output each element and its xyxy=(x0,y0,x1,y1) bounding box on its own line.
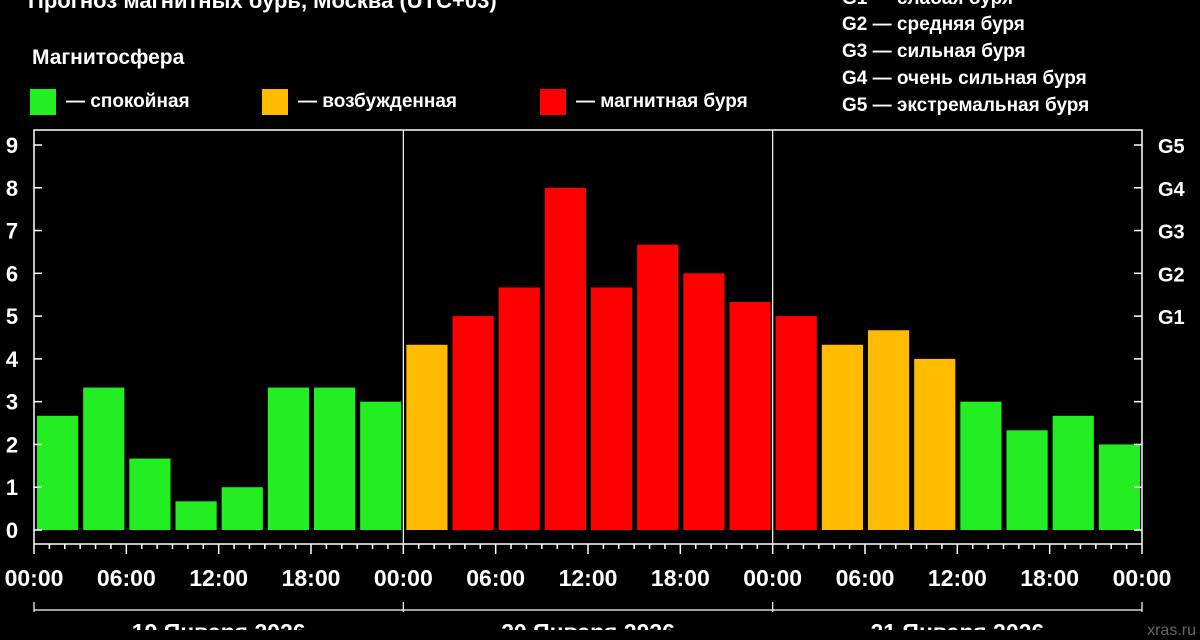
bar xyxy=(868,330,910,530)
x-tick-label: 00:00 xyxy=(743,565,802,591)
chart-subtitle: Магнитосфера xyxy=(32,46,185,69)
day-label: 19 Января 2026 xyxy=(132,619,306,630)
bar xyxy=(1052,415,1094,530)
legend-storm-label: — магнитная буря xyxy=(576,91,748,112)
x-tick-label: 00:00 xyxy=(1113,565,1172,591)
bar xyxy=(544,187,586,530)
bar xyxy=(267,387,309,530)
g-tick-label: G3 xyxy=(1158,222,1185,244)
x-tick-label: 00:00 xyxy=(5,565,64,591)
g-legend-g2: G2 — средняя буря xyxy=(842,14,1025,35)
legend-excited-swatch xyxy=(262,89,288,115)
bar xyxy=(1098,444,1140,530)
legend-calm: — спокойная xyxy=(30,89,190,115)
watermark: xras.ru xyxy=(1147,622,1196,639)
x-tick-label: 12:00 xyxy=(928,565,987,591)
x-tick-label: 06:00 xyxy=(466,565,525,591)
y-tick-label: 6 xyxy=(6,261,18,286)
bar xyxy=(821,344,863,530)
bar xyxy=(914,358,956,530)
y-tick-label: 4 xyxy=(6,347,19,372)
day-label: 20 Января 2026 xyxy=(501,619,675,630)
bar xyxy=(175,501,217,530)
legend-excited-label: — возбужденная xyxy=(298,91,458,112)
x-tick-label: 12:00 xyxy=(189,565,248,591)
g-legend-g5: G5 — экстремальная буря xyxy=(842,95,1090,116)
day-label: 21 Января 2026 xyxy=(870,619,1044,630)
g-tick-label: G5 xyxy=(1158,136,1185,158)
bar xyxy=(314,387,356,530)
bar xyxy=(637,244,679,530)
g-legend-g3: G3 — сильная буря xyxy=(842,41,1026,62)
bar xyxy=(729,301,771,530)
legend-calm-label: — спокойная xyxy=(66,91,190,112)
y-tick-label: 5 xyxy=(6,304,18,329)
bar xyxy=(683,273,725,530)
y-tick-label: 0 xyxy=(6,518,18,543)
legend-excited: — возбужденная xyxy=(262,89,457,115)
chart-title: Прогноз магнитных бурь, Москва (UTC+03) xyxy=(28,0,497,13)
legend-storm-swatch xyxy=(540,89,566,115)
bar xyxy=(406,344,448,530)
bar xyxy=(129,458,171,530)
bar xyxy=(591,287,633,530)
y-tick-label: 3 xyxy=(6,390,18,415)
y-tick-label: 7 xyxy=(6,219,18,244)
legend-calm-swatch xyxy=(30,89,56,115)
bar xyxy=(775,316,817,530)
bar xyxy=(360,401,402,530)
y-tick-label: 8 xyxy=(6,176,18,201)
bar xyxy=(83,387,125,530)
x-tick-label: 12:00 xyxy=(559,565,618,591)
x-tick-label: 00:00 xyxy=(374,565,433,591)
x-tick-label: 18:00 xyxy=(282,565,341,591)
bar xyxy=(1006,430,1048,530)
legend-storm: — магнитная буря xyxy=(540,89,748,115)
g-tick-label: G1 xyxy=(1158,307,1185,329)
x-tick-label: 18:00 xyxy=(651,565,710,591)
y-tick-label: 9 xyxy=(6,133,18,158)
bar xyxy=(498,287,540,530)
g-legend-g4: G4 — очень сильная буря xyxy=(842,68,1087,89)
y-tick-label: 1 xyxy=(6,475,18,500)
x-tick-label: 06:00 xyxy=(836,565,895,591)
y-tick-label: 2 xyxy=(6,432,18,457)
bar xyxy=(452,316,494,530)
bar xyxy=(221,487,263,530)
g-tick-label: G2 xyxy=(1158,264,1185,286)
g-legend-g1: G1 — слабая буря xyxy=(842,0,1013,12)
bar xyxy=(960,401,1002,530)
bar xyxy=(37,415,79,530)
x-tick-label: 18:00 xyxy=(1020,565,1079,591)
x-tick-label: 06:00 xyxy=(97,565,156,591)
g-tick-label: G4 xyxy=(1158,179,1186,201)
